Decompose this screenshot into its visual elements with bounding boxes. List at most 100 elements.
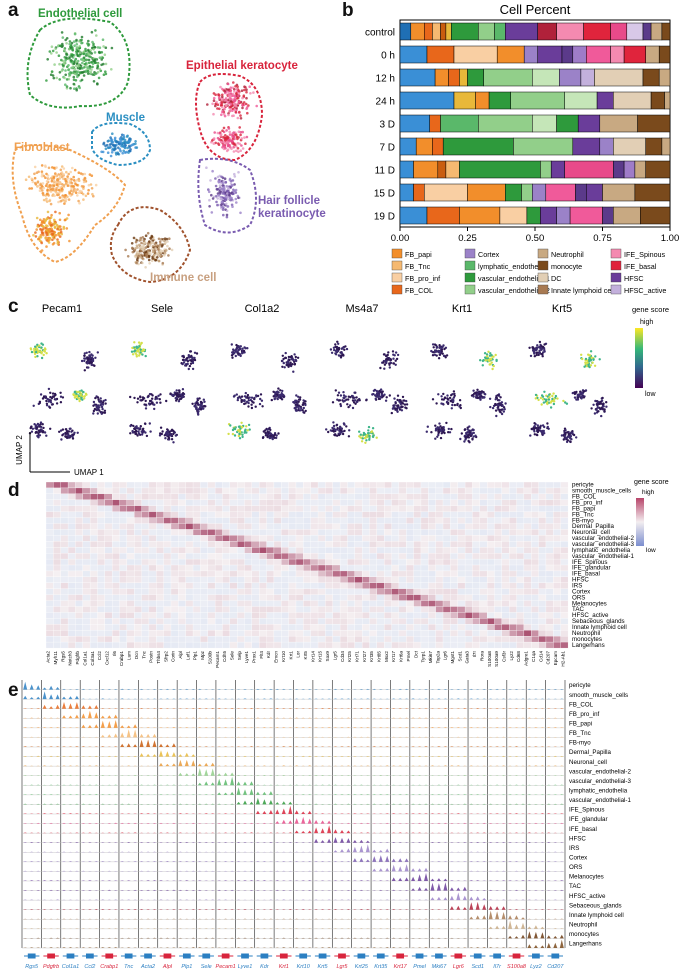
feature-point [256, 394, 260, 398]
heatmap-cell [435, 481, 444, 489]
heatmap-cell [163, 487, 172, 495]
umap-point [232, 192, 235, 195]
heatmap-cell [244, 529, 253, 536]
heatmap-cell [207, 493, 216, 501]
umap-point [222, 141, 226, 144]
feature-point [250, 403, 253, 406]
feature-point [231, 356, 234, 359]
heatmap-cell [259, 564, 267, 572]
heatmap-cell [347, 511, 356, 518]
bar-segment [594, 68, 644, 87]
heatmap-cell [60, 511, 69, 518]
umap-point [87, 48, 90, 52]
heatmap-cell [398, 541, 407, 548]
legend-swatch [464, 260, 476, 271]
heatmap-cell [134, 529, 142, 536]
heatmap-cell [163, 493, 172, 501]
umap-point [66, 184, 70, 187]
heatmap-cell [236, 511, 245, 518]
feature-point [459, 437, 462, 441]
feature-point [456, 402, 459, 406]
heatmap-cell [376, 564, 385, 572]
heatmap-cell [310, 529, 319, 536]
feature-point [529, 354, 533, 358]
bar-segment [494, 22, 506, 41]
feature-point [293, 353, 296, 356]
feature-point [137, 350, 140, 353]
feature-point [332, 424, 336, 428]
heatmap-cell [295, 499, 304, 506]
feature-point [337, 433, 341, 437]
heatmap-cell [450, 547, 458, 554]
label-fibroblast: Fibroblast [14, 142, 70, 154]
heatmap-cell [501, 487, 510, 495]
heatmap-cell [509, 582, 517, 589]
bar-segment [440, 22, 447, 41]
feature-point [446, 394, 449, 397]
umap-point [124, 248, 127, 252]
heatmap-cell [97, 511, 106, 518]
umap-point [86, 66, 89, 69]
umap-point [95, 34, 98, 37]
heatmap-cell [244, 517, 253, 524]
feature-point [432, 346, 435, 349]
umap-point [81, 61, 84, 65]
feature-point [367, 432, 370, 435]
heatmap-cell [420, 529, 429, 536]
umap-point [134, 140, 137, 143]
feature-point [385, 354, 388, 358]
feature-point [178, 395, 182, 398]
feature-point [51, 403, 54, 406]
heatmap-cell [89, 558, 98, 566]
feature-point [277, 432, 280, 435]
heatmap-cell [141, 582, 150, 589]
heatmap-cell [244, 505, 253, 512]
feature-point [393, 404, 396, 407]
umap-point [222, 213, 225, 217]
feature-point [588, 356, 591, 360]
feature-point [443, 347, 446, 351]
umap-point [100, 51, 104, 54]
heatmap-cell [428, 570, 436, 578]
heatmap-cell [420, 552, 429, 560]
heatmap-cell [214, 535, 223, 542]
feature-point [346, 403, 349, 406]
heatmap-cell [163, 541, 172, 548]
heatmap-cell [413, 558, 422, 566]
feature-point [402, 399, 405, 402]
heatmap-cell [420, 505, 429, 512]
bar-segment [483, 68, 533, 87]
heatmap-cell [384, 558, 392, 566]
bar-segment [399, 68, 436, 87]
heatmap-cell [486, 481, 495, 489]
heatmap-cell [45, 558, 54, 566]
heatmap-cell [126, 487, 135, 495]
umap-point [245, 88, 248, 91]
heatmap-cell [273, 529, 282, 536]
bar-segment [610, 45, 625, 64]
heatmap-cell [295, 535, 304, 542]
heatmap-cell [97, 558, 106, 566]
feature-point [553, 400, 556, 403]
x-tick-label: 0.00 [391, 233, 410, 244]
heatmap-cell [486, 582, 495, 589]
heatmap-cell [97, 552, 106, 560]
feature-point [31, 427, 35, 430]
heatmap-cell [531, 511, 539, 518]
heatmap-cell [214, 558, 223, 566]
umap-point [77, 199, 80, 203]
umap-point [152, 253, 156, 257]
feature-point [435, 428, 438, 431]
heatmap-cell [236, 588, 245, 595]
heatmap-cell [281, 582, 289, 589]
heatmap-cell [553, 493, 561, 501]
gene-title: Col1a2 [245, 303, 280, 315]
feature-point [435, 402, 438, 405]
heatmap-cell [391, 481, 400, 489]
heatmap-cell [45, 588, 54, 595]
umap-point [220, 203, 223, 206]
umap-point [92, 48, 95, 51]
heatmap-cell [67, 487, 76, 495]
umap-point [64, 179, 68, 183]
umap-point [77, 191, 81, 194]
